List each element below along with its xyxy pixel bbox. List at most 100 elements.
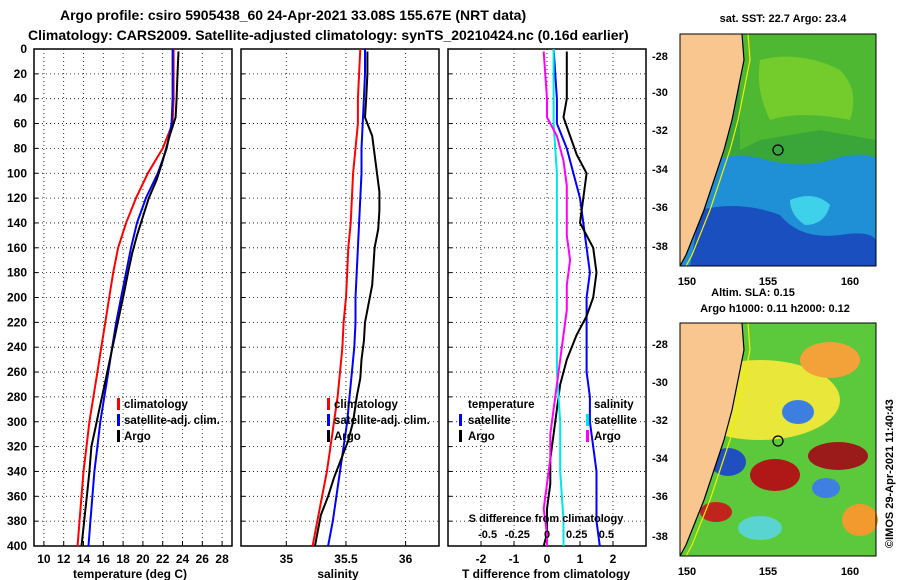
sst-lat-tick: -30	[652, 87, 668, 99]
depth-tick-label: 20	[14, 67, 28, 81]
legend-satellite-adj: satellite-adj. clim.	[124, 415, 220, 427]
legend-temperature-heading: temperature	[468, 399, 534, 411]
depth-tick-label: 0	[20, 42, 27, 56]
sst-lat-tick: -28	[652, 51, 668, 63]
legend-swatch-satellite-adj	[117, 414, 120, 426]
sla-map-red-eddy-2	[700, 502, 732, 522]
sla-map-cyan-area	[738, 516, 782, 540]
legend-satellite-adj-2: satellite-adj. clim.	[334, 415, 430, 427]
difference-x-tick-label: 1	[577, 552, 584, 566]
sst-map-frame	[679, 33, 877, 267]
temperature-x-tick-label: 16	[97, 552, 111, 566]
sla-argo-location-marker	[772, 435, 784, 447]
temperature-x-tick-label: 22	[156, 552, 170, 566]
legend-swatch-satellite-adj-2	[327, 414, 330, 426]
depth-tick-label: 220	[7, 315, 27, 329]
difference-x-tick-label: -2	[476, 552, 487, 566]
depth-tick-label: 60	[14, 117, 28, 131]
temperature-legend: climatology satellite-adj. clim. Argo	[117, 398, 220, 443]
sst-lon-ticks: 150 155 160	[678, 276, 859, 288]
sst-lat-tick: -34	[652, 164, 669, 176]
depth-axis: 0 20 40 60 80 100 120 140 160 180 200 220 240 260 280 3…	[7, 42, 27, 553]
difference-panel: -2 -1 0 1 2 -0.5 -0.25 0 0.25 0.5 S difference f…	[447, 48, 647, 580]
temperature-x-tick-label: 14	[77, 552, 91, 566]
sla-map-orange-area-2	[842, 504, 878, 536]
salinity-difference-ticks: -0.5 -0.25 0 0.25 0.5	[478, 529, 614, 541]
sst-map-land	[680, 34, 744, 266]
legend-t-argo: Argo	[468, 431, 495, 443]
legend-swatch-s-argo	[586, 430, 589, 442]
legend-s-argo: Argo	[594, 431, 621, 443]
temperature-x-tick-label: 10	[37, 552, 51, 566]
sst-map-title: sat. SST: 22.7 Argo: 23.4	[720, 13, 848, 25]
depth-tick-label: 320	[7, 440, 27, 454]
legend-salinity-heading: salinity	[594, 399, 634, 411]
depth-tick-label: 140	[7, 216, 27, 230]
legend-argo: Argo	[124, 431, 151, 443]
sla-map-dark-red-eddy	[808, 442, 868, 470]
depth-tick-label: 260	[7, 365, 27, 379]
legend-swatch-climatology	[117, 398, 120, 410]
sst-lat-ticks: -28 -30 -32 -34 -36 -38	[652, 51, 669, 253]
sla-lon-tick: 150	[678, 566, 696, 578]
sst-map-cyan-filament	[790, 196, 830, 225]
sst-argo-location-marker	[772, 144, 784, 156]
depth-tick-label: 40	[14, 92, 28, 106]
sla-map-blue-eddy-1	[782, 400, 814, 424]
sla-lat-ticks: -28 -30 -32 -34 -36 -38	[652, 339, 669, 543]
title-line-2: Climatology: CARS2009. Satellite-adjuste…	[28, 27, 629, 43]
series-line-satellite-adj-clim-	[327, 49, 366, 547]
depth-tick-label: 300	[7, 415, 27, 429]
series-line-salinity-satellite	[552, 49, 565, 546]
legend-t-satellite: satellite	[468, 415, 511, 427]
temperature-x-ticks: 10 12 14 16 18 20 22 24 26 28	[37, 552, 229, 566]
sla-map-title-1: Altim. SLA: 0.15	[711, 287, 795, 299]
series-line-salinity-argo	[542, 51, 572, 546]
depth-tick-label: 400	[7, 539, 27, 553]
sst-map-coastline	[679, 33, 745, 267]
temperature-x-tick-label: 18	[116, 552, 130, 566]
sla-lon-tick: 160	[841, 566, 859, 578]
difference-lines	[542, 48, 601, 547]
series-line-temperature-argo	[542, 51, 598, 547]
series-line-climatology	[311, 48, 362, 547]
legend-s-satellite: satellite	[594, 415, 637, 427]
t-difference-label: T difference from climatology	[462, 567, 630, 580]
sla-map-shelf-contour	[685, 322, 751, 557]
sla-lat-tick: -36	[652, 491, 668, 503]
legend-argo-2: Argo	[334, 431, 361, 443]
depth-tick-label: 120	[7, 191, 27, 205]
s-difference-tick-label: 0	[544, 529, 550, 541]
depth-tick-label: 160	[7, 241, 27, 255]
salinity-legend: climatology satellite-adj. clim. Argo	[327, 398, 430, 443]
s-difference-tick-label: -0.5	[478, 529, 497, 541]
series-line-temperature-satellite	[552, 48, 601, 547]
sla-lon-ticks: 150 155 160	[678, 566, 859, 578]
sla-map-frame	[679, 322, 877, 557]
legend-swatch-climatology-2	[327, 398, 330, 410]
sla-map-blue-eddy-3	[812, 478, 840, 498]
depth-tick-label: 200	[7, 291, 27, 305]
sla-lat-tick: -32	[652, 415, 668, 427]
difference-x-ticks: -2 -1 0 1 2	[476, 552, 617, 566]
temperature-x-tick-label: 20	[136, 552, 150, 566]
legend-swatch-argo	[117, 430, 120, 442]
depth-tick-label: 280	[7, 390, 27, 404]
legend-swatch-t-argo	[459, 430, 462, 442]
salinity-panel: 35 35.5 36 salinity climatology satellite-…	[240, 48, 440, 580]
salinity-x-tick-label: 35.5	[334, 552, 358, 566]
temperature-x-tick-label: 26	[196, 552, 210, 566]
s-difference-tick-label: 0.25	[566, 529, 587, 541]
s-difference-tick-label: 0.5	[599, 529, 614, 541]
salinity-x-tick-label: 35	[280, 552, 294, 566]
sst-lat-tick: -36	[652, 202, 668, 214]
temperature-lines	[76, 49, 180, 547]
sst-lon-tick: 155	[759, 276, 777, 288]
sla-lat-tick: -28	[652, 339, 668, 351]
legend-swatch-s-satellite	[586, 414, 589, 426]
legend-climatology: climatology	[124, 399, 189, 411]
series-line-argo	[80, 51, 180, 547]
sla-map-red-eddy	[750, 459, 800, 491]
temperature-x-tick-label: 12	[57, 552, 71, 566]
